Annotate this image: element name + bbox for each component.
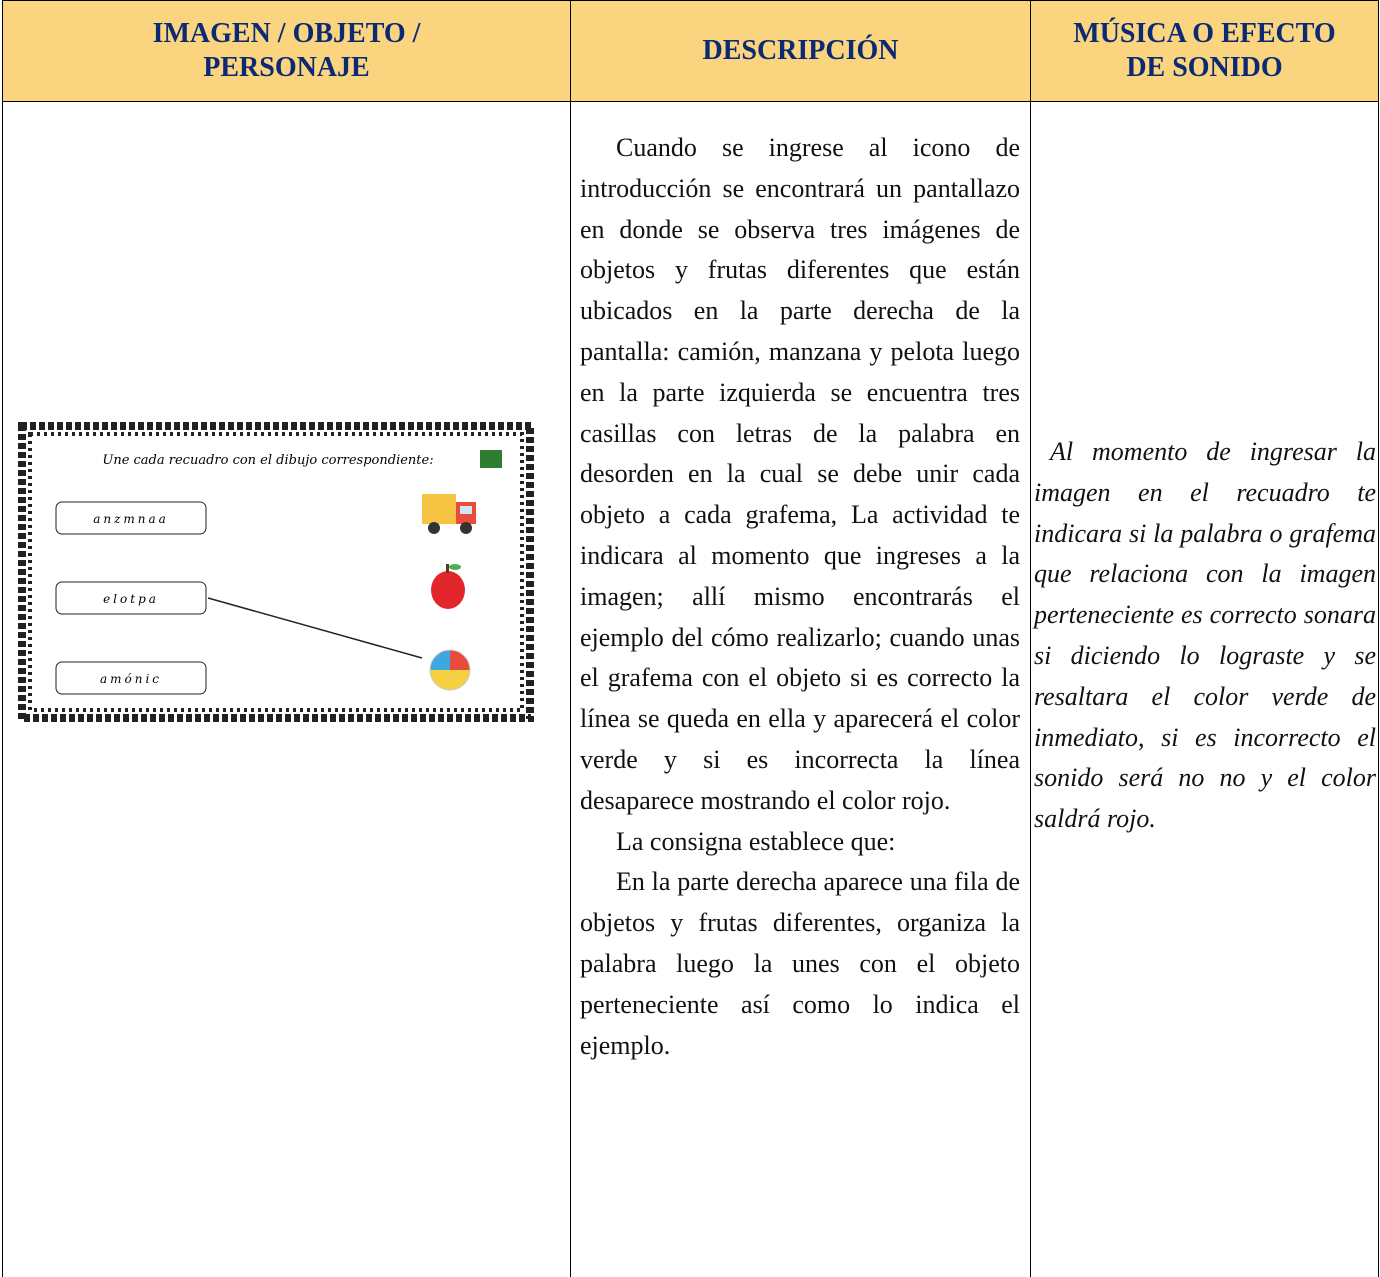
word-box [55,581,207,615]
apple-icon [431,564,465,609]
header-cell: IMAGEN / OBJETO / PERSONAJE [3,0,570,101]
word-box [55,501,207,535]
frame-border [18,422,534,722]
border [570,0,571,1277]
header-text: DESCRIPCIÓN [702,34,899,66]
border [1030,0,1031,1277]
logo [480,450,502,468]
word: amónic [100,672,162,686]
word: anzmnaa [93,512,169,526]
frame-border [28,432,524,712]
border [1378,0,1379,1277]
truck-icon [422,494,476,534]
paragraph: La consigna establece que: [616,826,896,856]
header-cell: MÚSICA O EFECTO DE SONIDO [1031,0,1378,101]
border [2,0,1378,1]
link-line [207,597,423,659]
description: Cuando se ingrese al icono de introducci… [580,128,1020,1066]
header-text: IMAGEN / OBJETO / PERSONAJE [152,17,421,83]
border [2,0,3,1277]
paragraph: Cuando se ingrese al icono de introducci… [580,133,1020,815]
header-cell: DESCRIPCIÓN [571,0,1030,101]
ball-icon [429,649,471,691]
word-box [55,661,207,695]
border [2,101,1378,102]
word: elotpa [103,592,159,606]
paragraph: Al momento de ingresar la imagen en el r… [1034,437,1376,834]
activity-screenshot: Une cada recuadro con el dibujo correspo… [18,422,534,722]
header-text: MÚSICA O EFECTO DE SONIDO [1073,17,1336,83]
music-description: Al momento de ingresar la imagen en el r… [1034,432,1376,840]
instruction: Une cada recuadro con el dibujo correspo… [102,453,433,468]
paragraph: En la parte derecha aparece una fila de … [580,867,1020,1060]
